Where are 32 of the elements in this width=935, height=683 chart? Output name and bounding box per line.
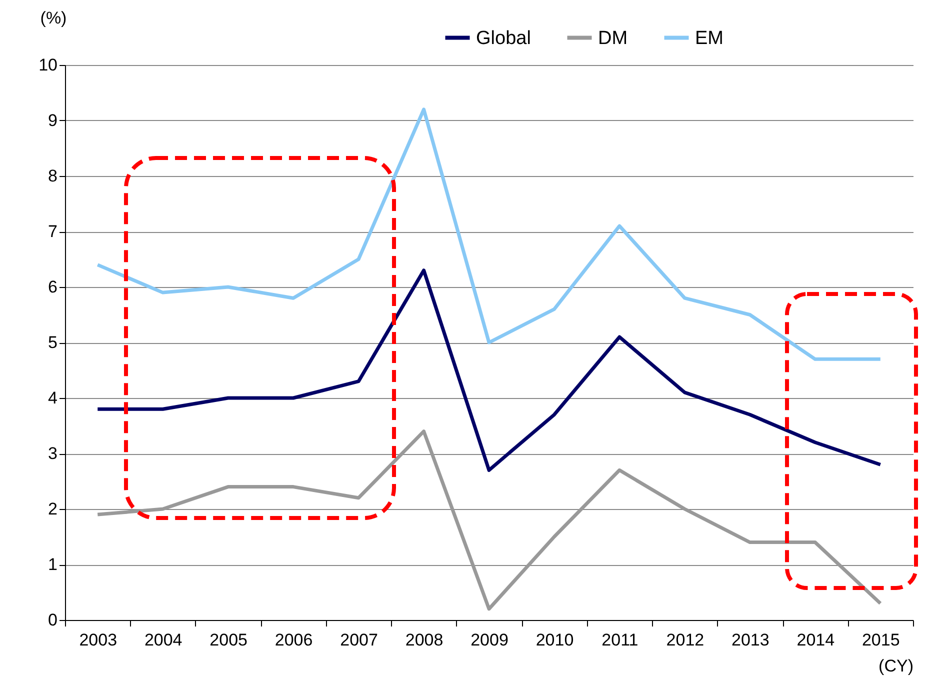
x-tick-label: 2010 (536, 630, 574, 650)
y-tick-label: 3 (48, 444, 58, 463)
y-tick-label: 6 (48, 278, 58, 296)
legend-label: Global (476, 28, 531, 49)
y-axis-title: (%) (40, 8, 67, 28)
line-series (96, 108, 882, 361)
x-tick-label: 2003 (79, 630, 118, 650)
y-tick-label: 8 (48, 166, 58, 186)
x-tick-label: 2011 (602, 630, 638, 650)
x-tick-label: 2014 (796, 630, 835, 650)
y-tick-label: 5 (48, 333, 58, 352)
legend-label: EM (695, 28, 724, 49)
y-tick-label: 1 (48, 555, 58, 574)
y-tick-label: 2 (48, 500, 58, 518)
x-axis-title: (CY) (878, 656, 914, 676)
line-series (96, 268, 882, 472)
y-tick-label: 7 (48, 222, 58, 241)
x-tick-label: 2015 (862, 630, 900, 650)
x-tick-label: 2004 (144, 630, 182, 650)
x-tick-label: 2012 (666, 630, 704, 650)
x-tick-label: 2006 (274, 630, 313, 650)
x-tick-label: 2007 (340, 630, 378, 650)
legend-label: DM (598, 28, 628, 49)
y-tick-label: 0 (48, 610, 58, 630)
line-series (96, 430, 882, 611)
y-tick-label: 9 (48, 111, 58, 130)
x-tick-label: 2009 (470, 630, 508, 650)
y-tick-label: 10 (38, 56, 58, 74)
x-tick-label: 2008 (405, 630, 444, 650)
y-tick-label: 4 (48, 388, 58, 408)
x-tick-label: 2005 (210, 630, 248, 650)
x-tick-label: 2013 (732, 630, 770, 650)
